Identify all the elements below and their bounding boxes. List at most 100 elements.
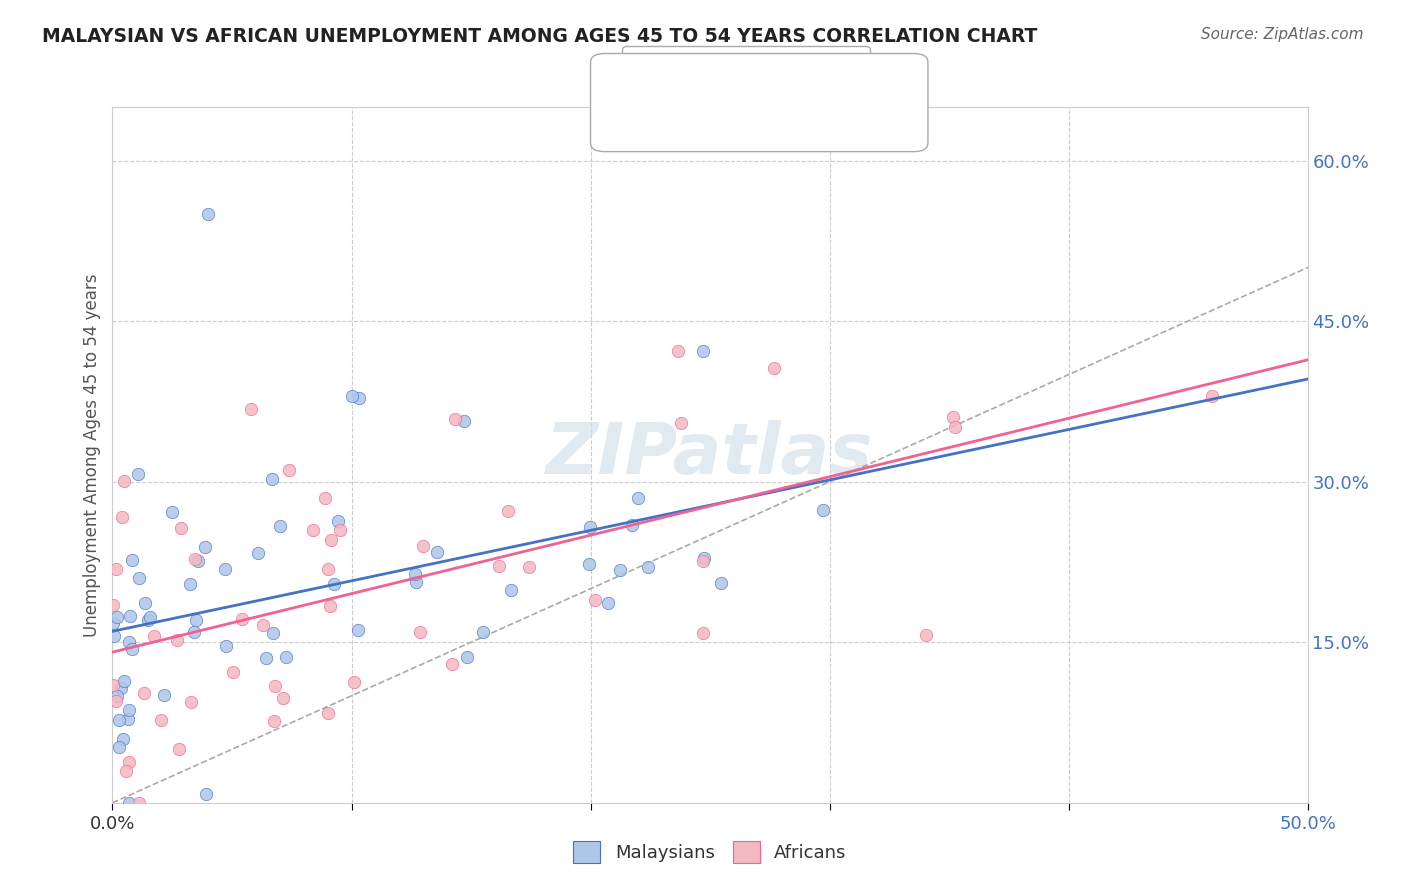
Malaysians — [118, 796, 141, 810]
Malaysians — [609, 563, 631, 577]
Africans — [914, 628, 936, 642]
Africans — [111, 510, 134, 524]
Africans — [319, 599, 342, 614]
Africans — [669, 417, 692, 431]
Africans — [115, 764, 138, 778]
Africans — [583, 593, 606, 607]
Africans — [444, 412, 467, 426]
Africans — [166, 632, 188, 647]
Africans — [763, 360, 786, 375]
Malaysians — [596, 595, 619, 609]
Malaysians — [260, 472, 283, 486]
Malaysians — [101, 615, 124, 630]
Africans — [105, 694, 128, 708]
Africans — [112, 474, 135, 488]
Malaysians — [269, 518, 291, 533]
Malaysians — [194, 787, 217, 801]
Malaysians — [637, 559, 659, 574]
Africans — [692, 554, 714, 568]
Malaysians — [134, 596, 156, 610]
Malaysians — [110, 681, 132, 695]
Africans — [263, 714, 285, 729]
Malaysians — [405, 575, 427, 590]
Y-axis label: Unemployment Among Ages 45 to 54 years: Unemployment Among Ages 45 to 54 years — [83, 273, 101, 637]
Africans — [167, 742, 190, 756]
Malaysians — [214, 562, 236, 576]
Malaysians — [326, 514, 349, 528]
Malaysians — [112, 673, 135, 688]
Africans — [101, 678, 124, 692]
Africans — [150, 714, 173, 728]
Malaysians — [183, 624, 205, 639]
Malaysians — [456, 649, 478, 664]
Malaysians — [187, 554, 209, 568]
Malaysians — [215, 639, 238, 653]
Malaysians — [128, 571, 150, 585]
Africans — [302, 523, 325, 537]
Malaysians — [499, 582, 522, 597]
Africans — [517, 560, 540, 574]
Malaysians — [627, 491, 650, 505]
Malaysians — [404, 566, 426, 581]
Africans — [103, 598, 125, 612]
Africans — [170, 521, 193, 535]
Africans — [314, 491, 336, 505]
Malaysians — [127, 467, 149, 481]
Africans — [943, 420, 966, 434]
Africans — [343, 674, 366, 689]
Africans — [441, 657, 464, 671]
Malaysians — [121, 641, 143, 656]
Africans — [318, 706, 340, 721]
Africans — [118, 755, 141, 769]
Malaysians — [620, 518, 643, 533]
Malaysians — [160, 505, 183, 519]
Africans — [184, 551, 207, 566]
Malaysians — [118, 609, 141, 624]
Malaysians — [578, 557, 600, 571]
Africans — [239, 402, 262, 417]
Malaysians — [117, 712, 139, 726]
Malaysians — [194, 540, 217, 554]
Malaysians — [692, 343, 714, 358]
Africans — [316, 562, 339, 576]
Africans — [1201, 389, 1223, 403]
Africans — [666, 343, 689, 358]
Africans — [264, 679, 287, 693]
Malaysians — [426, 545, 449, 559]
Malaysians — [107, 740, 129, 755]
Africans — [222, 665, 245, 679]
Malaysians — [349, 391, 371, 405]
Africans — [104, 562, 127, 576]
Malaysians — [153, 688, 176, 702]
Africans — [692, 625, 714, 640]
Africans — [231, 612, 253, 626]
Africans — [128, 796, 150, 810]
Malaysians — [274, 649, 297, 664]
Text: MALAYSIAN VS AFRICAN UNEMPLOYMENT AMONG AGES 45 TO 54 YEARS CORRELATION CHART: MALAYSIAN VS AFRICAN UNEMPLOYMENT AMONG … — [42, 27, 1038, 45]
Malaysians — [262, 626, 284, 640]
Malaysians — [254, 650, 277, 665]
Africans — [412, 539, 434, 553]
Malaysians — [472, 624, 495, 639]
Malaysians — [121, 553, 143, 567]
Malaysians — [105, 610, 128, 624]
Africans — [319, 533, 342, 547]
Africans — [942, 410, 965, 425]
Africans — [329, 523, 352, 537]
Africans — [271, 690, 294, 705]
Africans — [409, 625, 432, 640]
Malaysians — [710, 576, 733, 591]
Africans — [488, 559, 510, 574]
Malaysians — [136, 613, 159, 627]
Malaysians — [118, 635, 141, 649]
Malaysians — [197, 207, 219, 221]
Malaysians — [579, 519, 602, 533]
Malaysians — [112, 731, 135, 746]
Malaysians — [138, 609, 160, 624]
Africans — [252, 618, 274, 632]
Text: Source: ZipAtlas.com: Source: ZipAtlas.com — [1201, 27, 1364, 42]
Malaysians — [813, 502, 835, 516]
Malaysians — [347, 624, 370, 638]
Africans — [278, 463, 301, 477]
Malaysians — [118, 703, 141, 717]
